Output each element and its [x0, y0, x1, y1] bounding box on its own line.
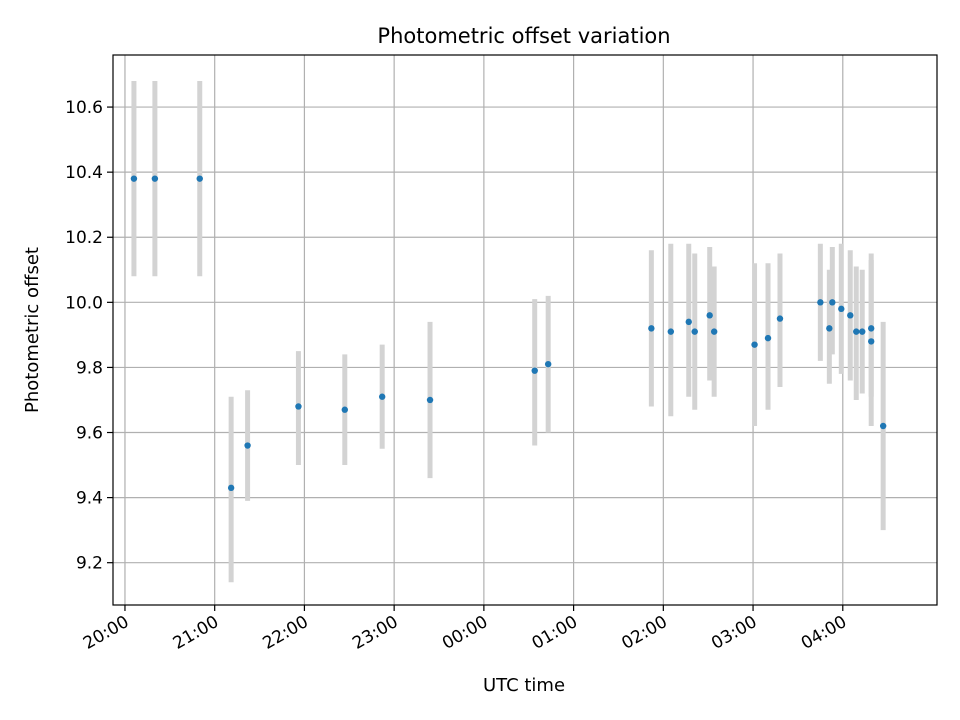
data-point	[531, 367, 538, 374]
data-point	[378, 393, 386, 400]
data-point	[859, 328, 866, 335]
data-point	[764, 334, 772, 342]
data-point	[691, 328, 698, 335]
data-point	[151, 175, 159, 182]
chart-title: Photometric offset variation	[377, 24, 670, 48]
data-point	[196, 175, 203, 182]
y-tick-label: 10.6	[65, 98, 103, 118]
data-points	[130, 175, 887, 492]
data-point	[426, 396, 434, 404]
x-axis-label: UTC time	[483, 675, 565, 696]
data-point	[867, 325, 875, 332]
plot-frame	[112, 54, 938, 606]
data-point	[751, 341, 758, 348]
data-point	[341, 406, 348, 413]
data-point	[685, 318, 692, 326]
data-point	[826, 325, 833, 332]
data-point	[130, 175, 138, 182]
data-point	[710, 328, 718, 335]
y-tick-label: 9.6	[76, 424, 103, 444]
y-tick-label: 9.4	[76, 489, 103, 509]
y-tick-label: 9.8	[76, 358, 103, 378]
y-tick-label: 10.0	[65, 293, 103, 313]
data-point	[817, 299, 824, 306]
y-tick-label: 9.2	[76, 554, 103, 574]
data-point	[667, 328, 675, 335]
data-point	[829, 299, 836, 306]
y-tick-label: 10.4	[65, 163, 103, 183]
grid-lines	[113, 55, 937, 605]
data-point	[879, 422, 887, 430]
data-point	[853, 328, 860, 335]
data-point	[244, 442, 251, 449]
data-point	[838, 305, 845, 313]
data-point	[295, 403, 302, 410]
y-axis: 9.2 9.4 9.6 9.8 10.0 10.2 10.4 10.6	[65, 98, 113, 574]
data-point	[648, 325, 655, 332]
data-point	[776, 315, 784, 322]
data-point	[544, 360, 552, 368]
data-point	[847, 312, 854, 319]
data-point	[227, 484, 235, 492]
data-point	[867, 338, 875, 345]
y-tick-label: 10.2	[65, 228, 103, 248]
data-point	[706, 312, 713, 319]
y-axis-label: Photometric offset	[22, 247, 43, 413]
